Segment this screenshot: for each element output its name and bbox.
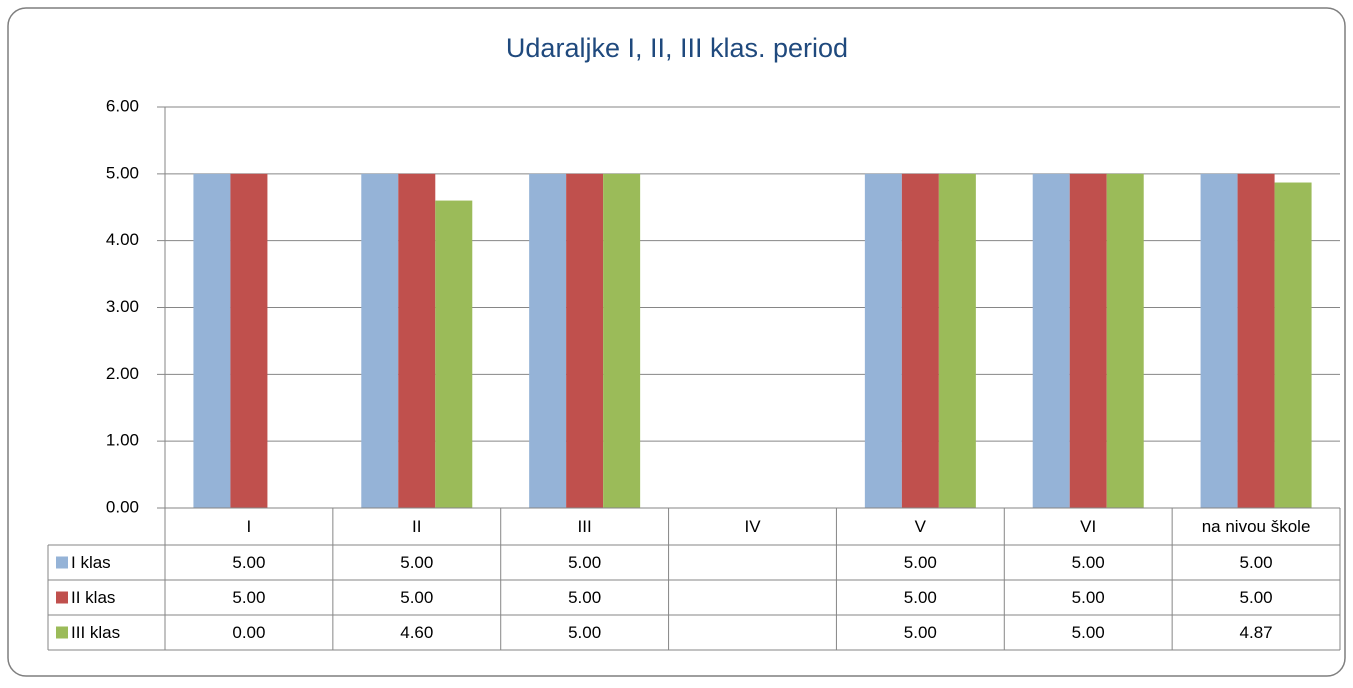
bar xyxy=(1032,173,1070,509)
bar xyxy=(864,173,902,509)
y-tick-label: 3.00 xyxy=(106,297,139,316)
legend-label: II klas xyxy=(71,588,115,607)
table-cell: 4.87 xyxy=(1240,623,1273,642)
x-tick-label: VI xyxy=(1080,517,1096,536)
table-cell: 5.00 xyxy=(400,588,433,607)
legend-swatch xyxy=(56,556,68,569)
x-tick-label: II xyxy=(412,517,421,536)
bar xyxy=(566,173,604,509)
legend-swatch xyxy=(56,626,68,639)
x-tick-label: I xyxy=(247,517,252,536)
table-cell: 5.00 xyxy=(232,553,265,572)
chart-frame xyxy=(7,7,1346,677)
table-cell: 5.00 xyxy=(1240,588,1273,607)
bar xyxy=(938,173,976,509)
table-cell: 5.00 xyxy=(1240,553,1273,572)
y-tick-label: 4.00 xyxy=(106,230,139,249)
y-tick-label: 2.00 xyxy=(106,364,139,383)
bar xyxy=(361,173,399,509)
y-tick-label: 5.00 xyxy=(106,163,139,182)
table-cell: 5.00 xyxy=(904,623,937,642)
table-cell: 5.00 xyxy=(904,553,937,572)
chart-title: Udaraljke I, II, III klas. period xyxy=(506,33,848,63)
table-cell: 5.00 xyxy=(568,588,601,607)
x-tick-label: V xyxy=(915,517,927,536)
bar xyxy=(901,173,939,509)
table-cell: 5.00 xyxy=(904,588,937,607)
bar xyxy=(230,173,268,509)
table-cell: 4.60 xyxy=(400,623,433,642)
bar xyxy=(529,173,567,509)
table-cell: 5.00 xyxy=(232,588,265,607)
table-cell: 0.00 xyxy=(232,623,265,642)
table-cell: 5.00 xyxy=(1072,553,1105,572)
bar xyxy=(398,173,436,509)
bar xyxy=(1274,182,1312,508)
legend-label: I klas xyxy=(71,553,111,572)
legend-swatch xyxy=(56,591,68,604)
bar xyxy=(603,173,641,509)
table-cell: 5.00 xyxy=(1072,588,1105,607)
y-tick-label: 6.00 xyxy=(106,96,139,115)
x-tick-label: IV xyxy=(744,517,761,536)
bar xyxy=(1237,173,1275,509)
x-tick-label: na nivou škole xyxy=(1202,517,1311,536)
table-cell: 5.00 xyxy=(568,553,601,572)
legend-label: III klas xyxy=(71,623,120,642)
bar xyxy=(1200,173,1238,509)
bar xyxy=(193,173,231,509)
y-tick-label: 0.00 xyxy=(106,497,139,516)
y-tick-label: 1.00 xyxy=(106,431,139,450)
bar xyxy=(435,200,473,509)
bar xyxy=(1069,173,1107,509)
table-cell: 5.00 xyxy=(400,553,433,572)
table-cell: 5.00 xyxy=(1072,623,1105,642)
bar xyxy=(1106,173,1144,509)
table-cell: 5.00 xyxy=(568,623,601,642)
x-tick-label: III xyxy=(578,517,592,536)
